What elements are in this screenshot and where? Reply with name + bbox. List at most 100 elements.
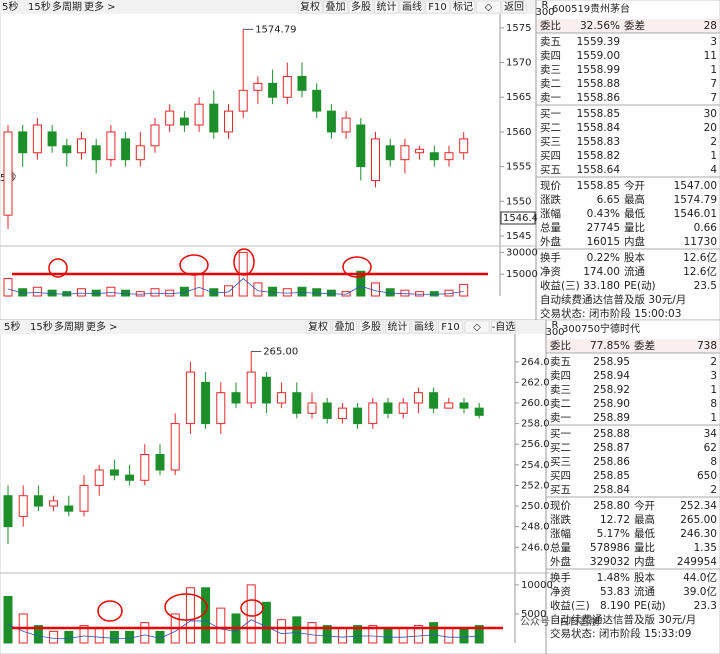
period-tab[interactable]: 多周期 [52, 0, 82, 13]
book-value: 1558.83 [577, 136, 620, 148]
volume-bar [77, 288, 86, 297]
volume-bar [459, 627, 469, 644]
volume-bar [292, 616, 302, 644]
toolbar-button[interactable]: 标记 [453, 1, 473, 13]
book-label: 卖一 [540, 92, 561, 104]
volume-bar [459, 283, 469, 297]
toolbar-button[interactable]: 统计 [377, 0, 397, 13]
candle-body [94, 469, 104, 486]
period-tab[interactable]: 5秒 [4, 320, 20, 333]
book-label: 净资 [550, 585, 571, 598]
y-tick-label: 256.0 [521, 439, 550, 450]
y-tick-label: 1545 [506, 231, 531, 242]
stock-code: 600519 [552, 4, 590, 15]
candle-body [135, 145, 145, 161]
volume-bar [125, 630, 135, 644]
volume-bar [209, 288, 219, 297]
y-tick-label: 264.0 [521, 357, 550, 368]
book-value: 1.48% [597, 572, 630, 584]
watermark: 公众号 · 白日昌朋 [520, 615, 600, 628]
book-value: 258.80 [593, 500, 630, 512]
volume-bar [353, 625, 363, 644]
toolbar-button[interactable]: 叠加 [326, 1, 346, 13]
book-label: 总量 [550, 541, 571, 554]
toolbar-button[interactable]: -自选 [492, 320, 516, 333]
candle-body [385, 145, 395, 161]
book-label: 卖一 [550, 412, 571, 424]
toolbar-button[interactable]: 返回 [504, 1, 524, 13]
book-label: 收益(三) [540, 279, 580, 292]
status-text: 交易状态: 闭市阶段 15:33:09 [550, 627, 691, 640]
y-tick-label: 1565 [506, 92, 531, 103]
toolbar-button-frame [305, 320, 331, 334]
period-tab[interactable]: 5秒 [2, 0, 18, 13]
toolbar-button[interactable]: 画线 [414, 320, 434, 333]
candle-body [140, 454, 150, 481]
candle-body [238, 89, 248, 112]
period-tab[interactable]: 多周期 [54, 320, 84, 333]
book-value: 1558.99 [577, 64, 620, 76]
book-value: 258.87 [593, 442, 630, 454]
book-value: 12.6亿 [683, 265, 717, 278]
candle-body [170, 423, 180, 471]
book-label: 卖五 [550, 356, 571, 368]
book-label: 现价 [550, 500, 571, 512]
book-value: 0.66 [694, 222, 718, 234]
book-value: 32.56% [580, 20, 620, 32]
book-label: 外盘 [540, 235, 561, 248]
toolbar-button[interactable]: 叠加 [335, 321, 355, 333]
book-label: PE(动) [624, 280, 656, 292]
candle-body [415, 148, 425, 154]
toolbar-button-frame [348, 0, 374, 14]
book-value: 258.95 [593, 356, 630, 368]
toolbar-button[interactable]: F10 [441, 322, 459, 333]
volume-bar [307, 622, 317, 644]
book-volume: 7 [710, 92, 717, 104]
book-label: 净资 [540, 265, 561, 278]
book-label: 涨跌 [540, 193, 561, 206]
annotation-circle [342, 256, 372, 278]
volume-bar [32, 286, 42, 297]
toolbar-button-frame [450, 0, 476, 14]
stock-panel: 5秒 15秒 多周期 更多 > 复权 叠加 多股 统计 画线 F10 ◇ -自选 246.0 248.0 2… [0, 319, 720, 654]
book-label: 涨幅 [550, 527, 571, 540]
toolbar-button[interactable]: F10 [428, 2, 446, 13]
book-label: 内盘 [624, 235, 645, 248]
book-label: 总量 [540, 221, 561, 234]
book-value: 1546.01 [674, 208, 717, 220]
candle-body [371, 138, 380, 181]
book-value: 1574.79 [674, 194, 717, 206]
toolbar-button[interactable]: 复权 [300, 0, 320, 13]
book-value: 16015 [587, 236, 620, 248]
book-label: 最高 [634, 513, 655, 526]
period-tab[interactable]: 更多 > [86, 320, 118, 333]
toolbar-button[interactable]: 统计 [388, 320, 408, 333]
candle-body [341, 117, 351, 133]
book-value: 1559.00 [577, 50, 620, 62]
candle-body [368, 402, 378, 425]
y-tick-label: 1555 [506, 162, 531, 173]
candle-body [77, 138, 86, 154]
candle-body [356, 124, 366, 168]
toolbar-button[interactable]: 多股 [361, 320, 381, 333]
candle-body [3, 495, 13, 528]
toolbar-button[interactable]: ◇ [473, 322, 481, 333]
period-tab[interactable]: 15秒 [30, 320, 53, 333]
candle-body [3, 131, 13, 216]
book-label: 最低 [624, 207, 645, 220]
candle-body [400, 145, 410, 161]
book-value: 23.5 [694, 280, 717, 292]
toolbar-button[interactable]: 复权 [308, 320, 328, 333]
toolbar-button[interactable]: 多股 [351, 0, 371, 13]
candle-body [18, 495, 28, 517]
period-tab[interactable]: 15秒 [28, 0, 51, 13]
book-label: 流通 [634, 585, 655, 598]
book-value: 1558.82 [577, 150, 620, 162]
toolbar-button[interactable]: 画线 [402, 0, 422, 13]
book-value: 1558.85 [577, 108, 620, 120]
toolbar-button[interactable]: ◇ [485, 2, 493, 13]
volume-bar [413, 625, 423, 644]
period-tab[interactable]: 更多 > [84, 0, 116, 13]
book-volume: 11 [704, 50, 717, 62]
